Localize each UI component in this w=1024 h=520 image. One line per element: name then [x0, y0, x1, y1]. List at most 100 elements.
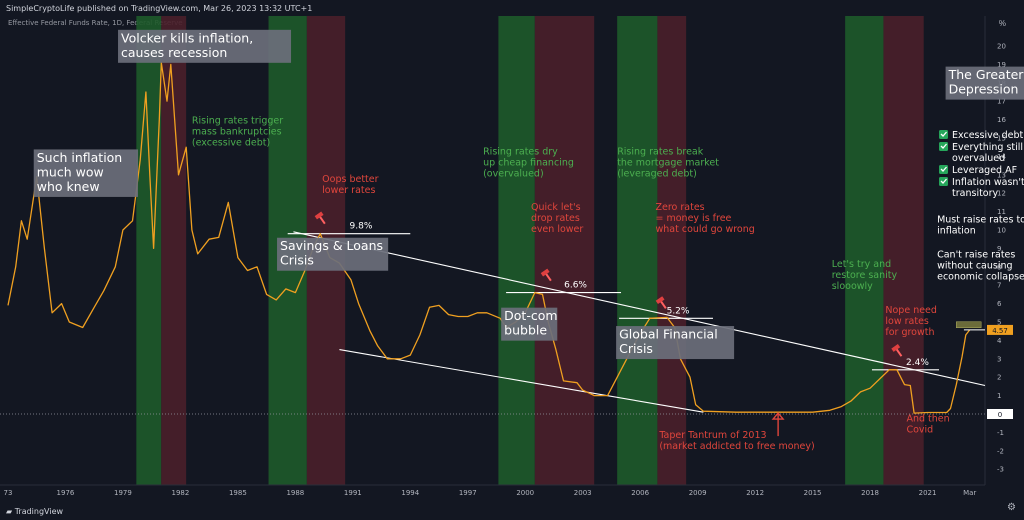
annotation-line: Must raise rates to stop [937, 215, 1024, 226]
x-tick-label: 2018 [861, 489, 879, 497]
y-tick-label: 2 [997, 374, 1001, 382]
y-tick-label: 14 [997, 153, 1006, 161]
x-tick-label: 73 [4, 489, 13, 497]
annotation-line: restore sanity [832, 270, 898, 281]
publisher-header: SimpleCryptoLife published on TradingVie… [6, 4, 313, 13]
annotation-line: without causing [937, 261, 1012, 272]
band-red-5 [534, 16, 595, 485]
annotation-line: inflation [937, 226, 976, 237]
annotation-box [945, 66, 1024, 100]
checklist-item-text: transitory [952, 188, 999, 199]
annotation-line: who knew [37, 179, 100, 194]
y-tick-label: -1 [997, 429, 1004, 437]
annotation-line: economic collapse [937, 272, 1024, 283]
annotation-box [118, 29, 292, 63]
checklist-item-text: Inflation wasn't [952, 177, 1024, 188]
annotation-line: (leveraged debt) [617, 169, 697, 180]
annotation-line: much wow [37, 164, 104, 179]
band-red-9 [883, 16, 924, 485]
tradingview-logo-icon: ▰ [6, 507, 15, 516]
y-tick-label: 11 [997, 208, 1006, 216]
hammer-head [891, 344, 901, 352]
zero-value-tag [987, 409, 1013, 419]
x-tick-label: 2021 [919, 489, 937, 497]
peak-label: 6.6% [564, 281, 587, 291]
y-tick-label: 1 [997, 392, 1001, 400]
series-line-fed-funds [7, 61, 971, 414]
series-title: Effective Federal Funds Rate, 1D, Federa… [8, 19, 183, 27]
peak-label: 5.2% [667, 306, 690, 316]
annotation-line: mass bankruptcies [192, 126, 282, 137]
y-tick-label: 9 [997, 245, 1001, 253]
x-tick-label: 2015 [804, 489, 822, 497]
y-tick-label: -3 [997, 466, 1004, 474]
annotation-line: Dot-com [504, 308, 557, 323]
annotation-line: low rates [885, 316, 929, 327]
x-tick-label: 1985 [229, 489, 247, 497]
tradingview-logo-text: TradingView [14, 507, 64, 516]
x-tick-label: 2003 [574, 489, 592, 497]
x-tick-label: 2012 [746, 489, 764, 497]
annotation-box [616, 326, 735, 360]
annotation-box [277, 237, 389, 271]
annotation-line: (overvalued) [483, 169, 544, 180]
annotation-line: Global Financial [619, 327, 718, 342]
x-tick-label: 1988 [286, 489, 304, 497]
x-tick-label: 1994 [401, 489, 419, 497]
y-tick-label: 10 [997, 227, 1006, 235]
y-tick-label: 7 [997, 282, 1001, 290]
check-mark [940, 166, 948, 172]
x-tick-label: Mar [963, 489, 976, 497]
current-range-box [956, 321, 982, 329]
annotation-line: (market addicted to free money) [659, 441, 814, 452]
hammer-icon [891, 344, 903, 357]
annotation-line: The Greater [948, 67, 1024, 82]
checklist-item-text: overvalued [952, 153, 1005, 164]
annotation-line: Quick let's [531, 202, 581, 213]
annotation-line: Savings & Loans [280, 238, 383, 253]
annotation-line: Rising rates break [617, 147, 704, 158]
y-tick-label: 13 [997, 171, 1006, 179]
x-tick-label: 2000 [516, 489, 534, 497]
annotation-box [501, 307, 558, 341]
x-tick-label: 2009 [689, 489, 707, 497]
annotation-line: the mortgage market [617, 158, 719, 169]
zero-value-text: 0 [998, 411, 1002, 419]
hammer-head [655, 296, 665, 305]
annotation-must-raise: Must raise rates to stopinflation [937, 215, 1024, 237]
x-tick-label: 1976 [57, 489, 75, 497]
checklist-item-text: Excessive debt [952, 130, 1023, 141]
hammer-handle [895, 348, 903, 357]
annotation-line: Crisis [280, 253, 314, 268]
annotation-line: Rising rates trigger [192, 115, 283, 126]
settings-gear-icon[interactable]: ⚙ [1007, 502, 1016, 513]
annotation-line: Such inflation [37, 150, 123, 165]
annotation-line: Volcker kills inflation, [121, 30, 253, 45]
x-tick-label: 1991 [344, 489, 362, 497]
tradingview-logo: ▰ TradingView [6, 507, 63, 516]
checklist-item-text: Leveraged AF [952, 165, 1017, 176]
x-tick-label: 1979 [114, 489, 132, 497]
y-tick-label: 3 [997, 355, 1001, 363]
check-mark [940, 143, 948, 149]
annotation-line: Covid [906, 424, 933, 435]
annotation-line: lower rates [322, 185, 375, 196]
peak-label: 2.4% [906, 358, 929, 368]
annotation-line: And then [906, 413, 949, 424]
annotation-taper-tantrum: Taper Tantrum of 2013(market addicted to… [658, 430, 814, 452]
annotation-box [33, 149, 138, 197]
y-tick-label: 6 [997, 300, 1002, 308]
x-tick-label: 2006 [631, 489, 649, 497]
annotation-line: Nope need [885, 305, 937, 316]
annotation-line: (excessive debt) [192, 137, 270, 148]
hammer-handle [659, 300, 667, 309]
